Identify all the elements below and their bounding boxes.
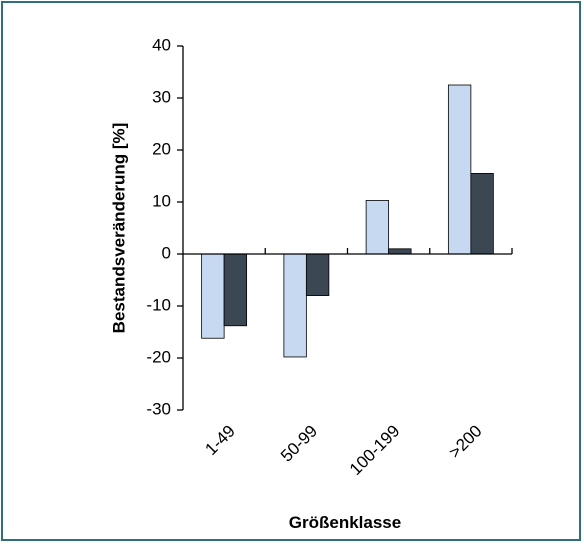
x-axis-label: Größenklasse	[289, 513, 401, 532]
bar	[470, 172, 494, 255]
bar	[283, 253, 307, 358]
y-tick-label: 10	[152, 191, 171, 210]
y-tick-label: 20	[152, 139, 171, 158]
y-tick-label: 30	[152, 87, 171, 106]
bar	[447, 84, 472, 255]
bar	[223, 253, 248, 327]
bar	[388, 248, 412, 255]
y-tick-label: 40	[152, 35, 171, 54]
y-tick-label: -10	[146, 295, 171, 314]
bar	[201, 253, 225, 339]
bar	[365, 200, 390, 255]
y-tick-label: -30	[146, 399, 171, 418]
y-axis-label: Bestandsveränderung [%]	[109, 123, 128, 334]
y-tick-label: -20	[146, 347, 171, 366]
bar	[305, 253, 330, 296]
y-tick-label: 0	[162, 243, 171, 262]
